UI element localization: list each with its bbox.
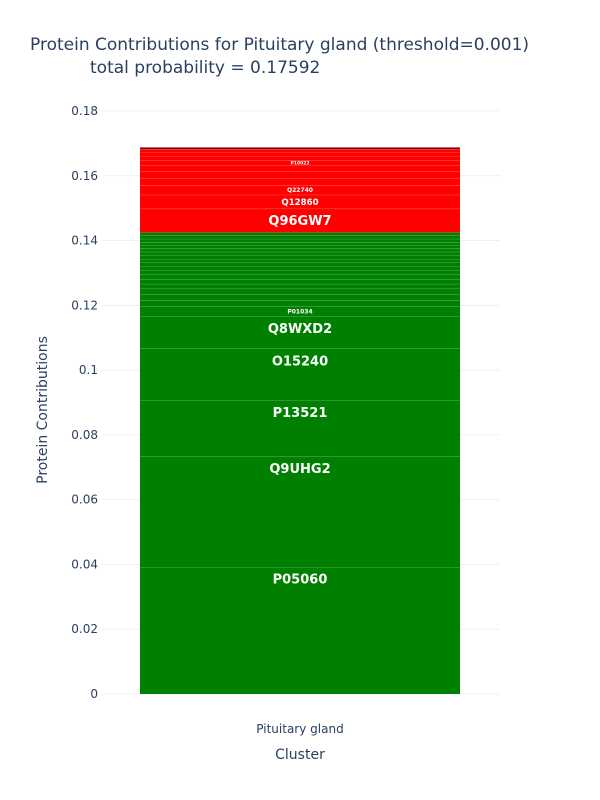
bar-segment	[140, 274, 460, 280]
chart-title-line-2: total probability = 0.17592	[90, 58, 320, 78]
bar-segment	[140, 160, 460, 166]
bar-segment	[140, 147, 460, 150]
y-tick-label: 0.06	[71, 493, 98, 507]
bar-segment	[140, 279, 460, 284]
bar-segment	[140, 242, 460, 246]
bar-segment	[140, 294, 460, 301]
segment-label: Q9UHG2	[269, 462, 330, 477]
bar-segment	[140, 156, 460, 161]
bar-segment	[140, 400, 460, 457]
bar-segment	[140, 165, 460, 172]
bar-segment	[140, 235, 460, 239]
bar-segment	[140, 255, 460, 260]
segment-label: P13521	[273, 406, 328, 421]
y-tick-label: 0	[90, 687, 98, 701]
bar-segment	[140, 185, 460, 195]
x-axis-title: Cluster	[275, 747, 325, 763]
bar-segment	[140, 152, 460, 157]
bar-segment	[140, 259, 460, 263]
y-tick-label: 0.04	[71, 557, 98, 571]
bar-segment	[140, 171, 460, 179]
bar-segment	[140, 316, 460, 349]
bar-segment	[140, 248, 460, 252]
segment-label: P05060	[273, 573, 328, 588]
segment-label: P01034	[287, 309, 312, 316]
bar-segment	[140, 288, 460, 295]
bar-segment	[140, 194, 460, 209]
bar-segment	[140, 208, 460, 233]
y-tick-label: 0.12	[71, 298, 98, 312]
y-tick-label: 0.1	[79, 363, 98, 377]
y-tick-label: 0.16	[71, 169, 98, 183]
bar-segment	[140, 283, 460, 289]
bar-segment	[140, 178, 460, 186]
y-tick-label: 0.08	[71, 428, 98, 442]
bar-segment	[140, 251, 460, 256]
segment-label: Q8WXD2	[268, 322, 332, 337]
bar-segments: P05060 Q9UHG2 P13521 O15240 Q8WXD2 P01034 Q96G…	[140, 147, 460, 694]
bar-segment	[140, 348, 460, 401]
x-tick-label: Pituitary gland	[256, 722, 343, 736]
bar-segment	[140, 270, 460, 275]
bar-segment	[140, 238, 460, 243]
segment-label: P10022	[291, 160, 310, 166]
bar-segment	[140, 300, 460, 307]
segment-label: Q12860	[281, 198, 318, 208]
y-tick-label: 0.18	[71, 104, 98, 118]
segment-label: Q22740	[287, 187, 313, 194]
y-tick-label: 0.14	[71, 234, 98, 248]
bar-segment	[140, 306, 460, 317]
bar-segment	[140, 232, 460, 236]
y-axis-ticks: 0 0.02 0.04 0.06 0.08 0.1 0.12 0.14 0.16 0.18	[71, 104, 98, 701]
bar-segment	[140, 266, 460, 271]
chart-title-line-1: Protein Contributions for Pituitary glan…	[30, 35, 529, 55]
bar-segment	[140, 456, 460, 568]
bar-segment	[140, 149, 460, 153]
y-tick-label: 0.02	[71, 622, 98, 636]
bar-segment	[140, 567, 460, 694]
chart-title: Protein Contributions for Pituitary glan…	[30, 35, 529, 78]
bar-segment	[140, 262, 460, 267]
segment-label: O15240	[272, 354, 328, 369]
y-axis-title: Protein Contributions	[35, 336, 51, 484]
segment-label: Q96GW7	[268, 214, 331, 229]
bar-segment	[140, 245, 460, 249]
